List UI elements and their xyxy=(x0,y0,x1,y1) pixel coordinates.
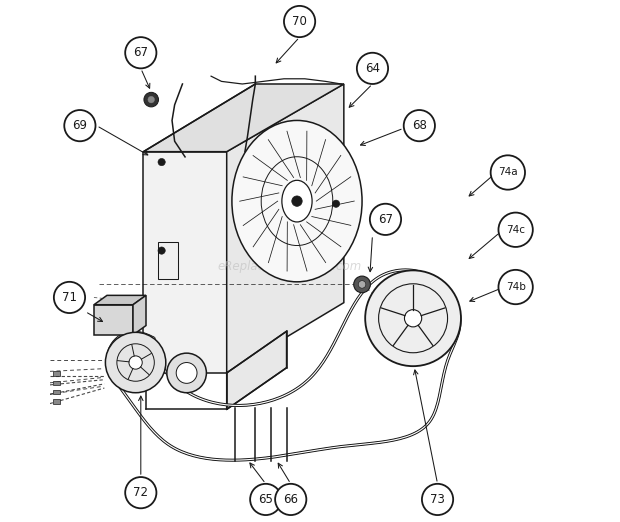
Circle shape xyxy=(292,196,302,206)
Circle shape xyxy=(125,477,156,508)
Polygon shape xyxy=(143,152,227,373)
Circle shape xyxy=(64,110,95,141)
FancyBboxPatch shape xyxy=(158,242,178,279)
Circle shape xyxy=(105,333,166,393)
Circle shape xyxy=(422,484,453,515)
Circle shape xyxy=(144,92,159,107)
Text: 69: 69 xyxy=(73,119,87,132)
Circle shape xyxy=(158,159,166,165)
FancyBboxPatch shape xyxy=(53,399,60,404)
FancyBboxPatch shape xyxy=(53,371,60,375)
Circle shape xyxy=(365,270,461,366)
Circle shape xyxy=(354,276,370,293)
Circle shape xyxy=(332,200,340,207)
Circle shape xyxy=(284,6,315,37)
Polygon shape xyxy=(227,331,286,409)
Polygon shape xyxy=(94,305,133,335)
Circle shape xyxy=(148,97,154,103)
Circle shape xyxy=(498,212,533,247)
Polygon shape xyxy=(133,295,146,335)
Circle shape xyxy=(54,282,85,313)
Text: 68: 68 xyxy=(412,119,427,132)
Text: 65: 65 xyxy=(259,493,273,506)
FancyBboxPatch shape xyxy=(53,390,60,394)
Text: 73: 73 xyxy=(430,493,445,506)
Ellipse shape xyxy=(232,121,362,282)
Text: 72: 72 xyxy=(133,486,148,499)
Circle shape xyxy=(275,484,306,515)
Circle shape xyxy=(176,362,197,383)
Polygon shape xyxy=(94,295,146,305)
Circle shape xyxy=(167,353,206,393)
Text: 64: 64 xyxy=(365,62,380,75)
Circle shape xyxy=(357,53,388,84)
Circle shape xyxy=(404,110,435,141)
Text: 74a: 74a xyxy=(498,168,518,177)
Text: 67: 67 xyxy=(133,46,148,60)
Polygon shape xyxy=(227,84,344,373)
Circle shape xyxy=(358,281,366,288)
Text: 74b: 74b xyxy=(506,282,526,292)
Circle shape xyxy=(490,156,525,189)
Circle shape xyxy=(404,310,422,327)
Circle shape xyxy=(370,204,401,235)
Text: eReplacementParts.com: eReplacementParts.com xyxy=(217,260,361,272)
Circle shape xyxy=(129,356,142,369)
Text: 74c: 74c xyxy=(506,225,525,235)
Text: 66: 66 xyxy=(283,493,298,506)
Circle shape xyxy=(250,484,281,515)
Circle shape xyxy=(125,37,156,68)
Circle shape xyxy=(158,247,166,254)
Text: 70: 70 xyxy=(292,15,307,28)
Circle shape xyxy=(498,270,533,304)
FancyBboxPatch shape xyxy=(53,381,60,385)
Polygon shape xyxy=(143,84,344,152)
Text: 71: 71 xyxy=(62,291,77,304)
Ellipse shape xyxy=(282,180,312,222)
Text: 67: 67 xyxy=(378,213,393,226)
